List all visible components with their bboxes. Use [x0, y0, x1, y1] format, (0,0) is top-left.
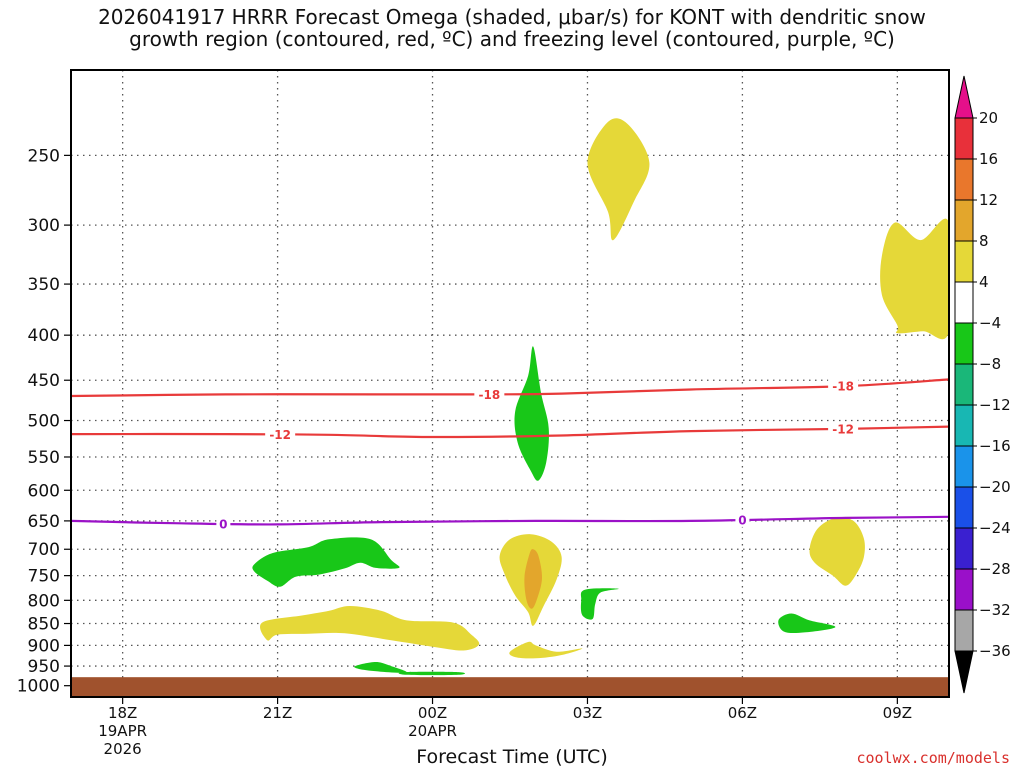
- contour-label: -18: [832, 380, 854, 394]
- colorbar-label: 12: [979, 191, 998, 209]
- colorbar-min-cap: [954, 650, 974, 694]
- colorbar-box: [954, 117, 974, 160]
- colorbar-label: −12: [979, 396, 1011, 414]
- y-tick-label: 250: [28, 146, 60, 166]
- colorbar-box: [954, 158, 974, 201]
- contour-label-bg: [735, 512, 750, 527]
- x-tick-date: 20APR: [408, 722, 457, 740]
- y-tick-label: 350: [28, 275, 60, 295]
- plot-frame: [70, 69, 950, 698]
- colorbar-label: 8: [979, 232, 989, 250]
- contour-label: -18: [478, 388, 500, 402]
- colorbar-label: 20: [979, 109, 998, 127]
- x-axis-title: Forecast Time (UTC): [416, 746, 608, 768]
- colorbar-box: [954, 486, 974, 529]
- omega-region: [252, 537, 400, 587]
- y-tick-label: 550: [28, 448, 60, 468]
- y-tick-label: 750: [28, 567, 60, 587]
- contour-label-bg: [828, 379, 859, 394]
- contour-label: 0: [219, 517, 227, 531]
- colorbar: 20 16 12 8 4 −4 −8 −12 −16 −20 −24 −28 −32 −36: [954, 75, 1011, 694]
- colorbar-label: −24: [979, 519, 1011, 537]
- colorbar-box: [954, 363, 974, 406]
- colorbar-label: 4: [979, 273, 989, 291]
- omega-fill-layer: [252, 118, 949, 676]
- grid-layer: [71, 70, 949, 697]
- colorbar-box: [954, 609, 974, 652]
- omega-region: [354, 662, 407, 673]
- contour-line: [71, 425, 949, 439]
- omega-region: [587, 118, 650, 241]
- contour-line: [71, 515, 949, 526]
- contour-line: [71, 378, 949, 398]
- contour-label-bg: [216, 516, 231, 531]
- colorbar-box: [954, 568, 974, 611]
- x-tick-label: 18Z: [108, 704, 137, 722]
- chart-title: 2026041917 HRRR Forecast Omega (shaded, …: [0, 6, 1024, 50]
- y-tick-label: 600: [28, 481, 60, 501]
- colorbar-box: [954, 322, 974, 365]
- colorbar-label: 16: [979, 150, 998, 168]
- colorbar-max-cap: [954, 75, 974, 119]
- y-tick-label: 900: [28, 636, 60, 656]
- omega-region: [580, 588, 619, 620]
- x-tick-year: 2026: [104, 740, 142, 758]
- contour-label: -12: [269, 428, 291, 442]
- omega-region: [509, 641, 583, 659]
- y-tick-label: 400: [28, 326, 60, 346]
- x-tick-label: 06Z: [728, 704, 757, 722]
- y-tick-label: 650: [28, 512, 60, 532]
- x-tick-date: 19APR: [98, 722, 147, 740]
- omega-region: [809, 517, 865, 586]
- colorbar-box: [954, 240, 974, 283]
- chart-title-line1: 2026041917 HRRR Forecast Omega (shaded, …: [98, 5, 926, 29]
- omega-region: [778, 613, 836, 634]
- contour-label: -12: [832, 422, 854, 436]
- colorbar-label: −20: [979, 478, 1011, 496]
- y-tick-label: 450: [28, 371, 60, 391]
- colorbar-box: [954, 445, 974, 488]
- contour-label-bg: [474, 387, 505, 402]
- omega-region: [398, 671, 466, 676]
- x-tick-label: 00Z: [418, 704, 447, 722]
- y-tick-label: 700: [28, 540, 60, 560]
- x-tick-label: 09Z: [883, 704, 912, 722]
- omega-region: [260, 606, 480, 651]
- contour-layer: -18 -18 -12 -12 0 0: [71, 378, 949, 531]
- contour-label: 0: [738, 513, 746, 527]
- axes-layer: 2503003504004505005506006507007508008509…: [17, 146, 912, 758]
- y-tick-label: 950: [28, 657, 60, 677]
- colorbar-label: −8: [979, 355, 1001, 373]
- y-tick-label: 500: [28, 412, 60, 432]
- y-tick-label: 300: [28, 216, 60, 236]
- ground-surface: [71, 677, 949, 697]
- omega-region: [524, 549, 543, 609]
- colorbar-box: [954, 199, 974, 242]
- colorbar-label: −28: [979, 560, 1011, 578]
- colorbar-box: [954, 527, 974, 570]
- y-tick-label: 850: [28, 615, 60, 635]
- y-tick-label: 800: [28, 591, 60, 611]
- credit-text: coolwx.com/models: [856, 749, 1010, 767]
- x-tick-label: 03Z: [573, 704, 602, 722]
- ground-layer: [71, 677, 949, 697]
- colorbar-label: −16: [979, 437, 1011, 455]
- omega-region: [514, 346, 549, 481]
- contour-label-bg: [828, 421, 859, 436]
- omega-region: [880, 218, 949, 340]
- colorbar-box: [954, 281, 974, 324]
- y-tick-label: 1000: [17, 677, 60, 697]
- colorbar-box: [954, 404, 974, 447]
- contour-label-bg: [265, 427, 296, 442]
- colorbar-label: −32: [979, 601, 1011, 619]
- x-tick-label: 21Z: [263, 704, 292, 722]
- chart-title-line2: growth region (contoured, red, ºC) and f…: [129, 27, 895, 51]
- colorbar-label: −4: [979, 314, 1001, 332]
- colorbar-label: −36: [979, 642, 1011, 660]
